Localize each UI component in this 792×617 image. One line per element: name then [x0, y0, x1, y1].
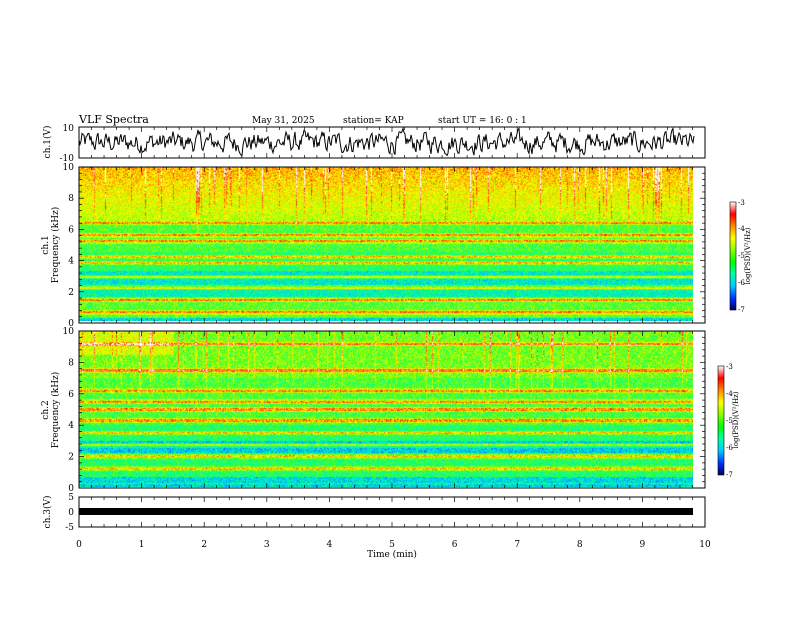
x-axis-tick-label: 7	[514, 540, 520, 550]
figure-title: VLF Spectra	[78, 113, 149, 126]
ch1-colorbar-tick: -5	[738, 252, 745, 260]
x-axis-tick-labels: 0 1 2 3 4 5 6 7 8 9 10	[76, 540, 711, 550]
header-station: station= KAP	[343, 116, 404, 126]
ch2-colorbar: -3 -4 -5 -6 -7 log(PSD)(V²/Hz)	[717, 363, 740, 479]
x-axis-tick-label: 9	[640, 540, 646, 550]
x-axis-tick-label: 8	[577, 540, 583, 550]
x-axis-tick-label: 5	[389, 540, 395, 550]
ch1-ytick-top: 10	[63, 124, 75, 134]
ch1-colorbar-label: log(PSD)(V²/Hz)	[744, 227, 752, 284]
ch2-spectrogram-panel: 0 2 4 6 8 10 ch.2 Frequency (kHz)	[41, 327, 706, 494]
x-axis-tick-label: 0	[76, 540, 82, 550]
ch2-colorbar-tick: -6	[726, 444, 733, 452]
y-tick-label: 6	[68, 390, 74, 400]
x-axis-label: Time (min)	[367, 549, 417, 560]
header-start-time: start UT = 16: 0 : 1	[438, 116, 527, 126]
y-tick-label: 2	[68, 453, 74, 463]
y-tick-label: 10	[63, 163, 75, 173]
ch1-ylabel: ch.1(V)	[42, 126, 53, 159]
ch2-colorbar-tick: -4	[726, 390, 733, 398]
y-tick-label: 0	[68, 484, 74, 494]
y-tick-label: 4	[68, 257, 74, 267]
x-axis-tick-label: 3	[264, 540, 270, 550]
ch1-spectrogram-ylabel-freq: Frequency (kHz)	[50, 207, 61, 284]
y-tick-label: 6	[68, 225, 74, 235]
ch3-waveform-panel: 5 0 -5 ch.3(V)	[42, 493, 706, 533]
y-tick-label: 10	[63, 327, 75, 337]
ch2-colorbar-tick: -3	[726, 363, 733, 371]
ch2-colorbar-tick: -5	[726, 417, 733, 425]
ch1-xticks	[78, 127, 706, 158]
ch1-ytick-bottom: -10	[60, 154, 75, 164]
ch1-colorbar-tick: -6	[738, 279, 745, 287]
ch3-ytick: -5	[65, 523, 74, 533]
ch2-spectrogram-image	[79, 331, 693, 487]
ch3-ytick: 0	[68, 508, 74, 518]
ch2-spectrogram-ylabel-freq: Frequency (kHz)	[50, 372, 61, 449]
ch1-colorbar: -3 -4 -5 -6 -7 log(PSD)(V²/Hz)	[729, 199, 752, 314]
ch1-spectrogram-image	[79, 167, 693, 321]
x-axis-tick-label: 2	[201, 540, 207, 550]
header-date: May 31, 2025	[252, 116, 315, 126]
ch1-colorbar-tick: -3	[738, 199, 745, 207]
x-axis-tick-label: 6	[452, 540, 458, 550]
ch1-waveform-panel: 10 -10 ch.1(V)	[42, 124, 706, 164]
y-tick-label: 8	[68, 358, 74, 368]
ch3-ylabel: ch.3(V)	[42, 496, 53, 529]
x-axis-tick-label: 4	[327, 540, 333, 550]
ch2-spectrogram-xticks	[78, 331, 706, 488]
ch2-spectrogram-ylabel: ch.2	[41, 400, 51, 419]
ch3-xticks	[78, 497, 706, 527]
ch1-waveform-line	[78, 126, 695, 157]
y-tick-label: 0	[68, 319, 74, 329]
ch2-colorbar-label: log(PSD)(V²/Hz)	[732, 391, 740, 448]
ch2-colorbar-tick: -7	[726, 471, 733, 479]
x-axis-tick-label: 1	[139, 540, 145, 550]
ch1-spectrogram-ylabel: ch.1	[41, 235, 51, 254]
ch1-colorbar-tick: -7	[738, 306, 745, 314]
y-tick-label: 8	[68, 194, 74, 204]
ch2-spectrogram-yticks: 0 2 4 6 8 10	[63, 327, 705, 494]
x-axis-tick-label: 10	[699, 540, 711, 550]
ch3-waveform-band	[79, 508, 693, 515]
ch1-spectrogram-xticks	[78, 167, 706, 323]
ch1-colorbar-tick: -4	[738, 225, 745, 233]
ch1-spectrogram-panel: 0 2 4 6 8 10 ch.1 Frequency (kHz)	[41, 163, 706, 329]
ch1-spectrogram-yticks: 0 2 4 6 8 10	[63, 163, 705, 329]
y-tick-label: 4	[68, 421, 74, 431]
y-tick-label: 2	[68, 288, 74, 298]
ch3-ytick: 5	[68, 493, 74, 503]
